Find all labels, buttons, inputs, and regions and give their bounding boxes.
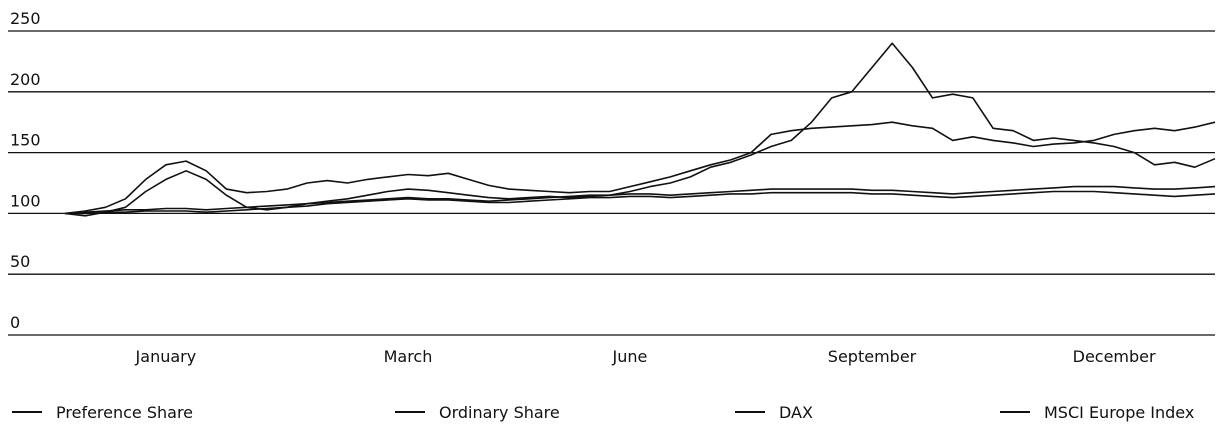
x-tick-label: December	[1073, 347, 1156, 366]
y-tick-label: 150	[10, 131, 41, 150]
series-line	[64, 121, 1216, 215]
y-tick-label: 100	[10, 191, 41, 210]
series-line	[64, 42, 1216, 217]
series-line	[65, 190, 1216, 215]
x-tick-label: March	[384, 347, 433, 366]
legend-label: Ordinary Share	[439, 403, 560, 422]
x-tick-label: September	[828, 347, 917, 366]
legend-label: DAX	[779, 403, 813, 422]
x-tick-label: June	[611, 347, 647, 366]
y-tick-label: 50	[10, 252, 30, 271]
y-tick-label: 250	[10, 9, 41, 28]
x-tick-label: January	[135, 347, 197, 366]
y-tick-label: 200	[10, 70, 41, 89]
series-line	[64, 185, 1216, 215]
y-tick-label: 0	[10, 313, 20, 332]
legend-label: Preference Share	[56, 403, 193, 422]
legend-label: MSCI Europe Index	[1044, 403, 1194, 422]
